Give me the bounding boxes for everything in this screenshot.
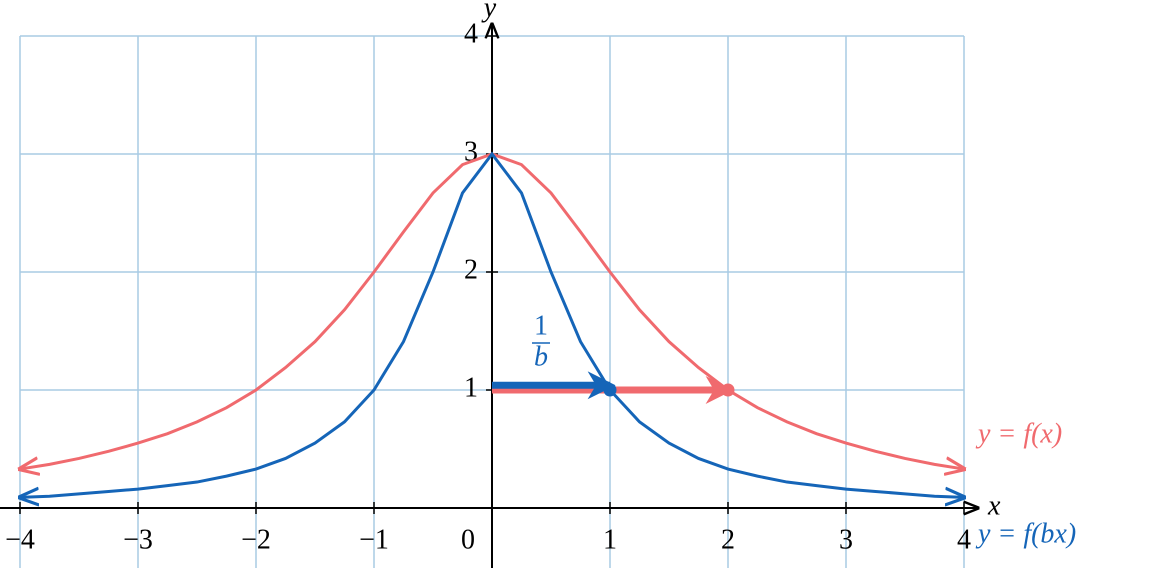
- x-tick-label: −4: [5, 524, 35, 555]
- point: [603, 383, 617, 397]
- x-tick-label: 3: [839, 524, 853, 555]
- x-tick-label: −1: [359, 524, 389, 555]
- series-line: [20, 151, 964, 497]
- series-label: y = f(bx): [975, 518, 1076, 549]
- y-tick-label: 4: [464, 18, 478, 49]
- x-tick-label: 0: [461, 524, 475, 555]
- y-tick-label: 2: [464, 254, 478, 285]
- annotation-denominator: b: [534, 341, 548, 372]
- x-tick-label: −2: [241, 524, 271, 555]
- x-tick-label: 2: [721, 524, 735, 555]
- point: [721, 383, 735, 397]
- x-axis-label: x: [987, 490, 1001, 521]
- x-tick-label: 4: [957, 524, 971, 555]
- y-tick-label: 1: [464, 372, 478, 403]
- y-axis-label: y: [481, 0, 497, 23]
- x-tick-label: 1: [603, 524, 617, 555]
- series-label: y = f(x): [975, 418, 1062, 449]
- annotation-numerator: 1: [534, 310, 548, 341]
- x-tick-label: −3: [123, 524, 153, 555]
- plot-area: [20, 151, 964, 497]
